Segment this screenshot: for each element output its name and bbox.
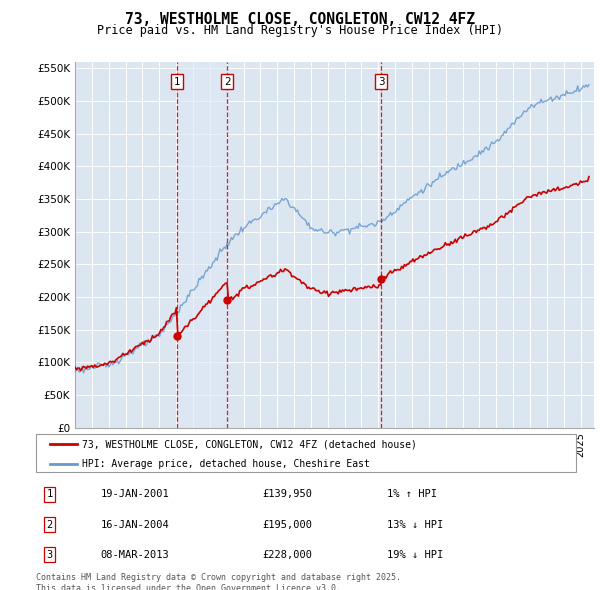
Text: 3: 3: [378, 77, 385, 87]
Text: 1: 1: [173, 77, 180, 87]
Text: 2: 2: [224, 77, 230, 87]
Text: 19% ↓ HPI: 19% ↓ HPI: [387, 550, 443, 560]
Text: 08-MAR-2013: 08-MAR-2013: [101, 550, 170, 560]
Text: 2: 2: [46, 520, 53, 530]
Text: £195,000: £195,000: [263, 520, 313, 530]
Text: 3: 3: [46, 550, 53, 560]
Text: Price paid vs. HM Land Registry's House Price Index (HPI): Price paid vs. HM Land Registry's House …: [97, 24, 503, 37]
Text: £228,000: £228,000: [263, 550, 313, 560]
Bar: [177, 62, 227, 428]
Text: 1: 1: [46, 489, 53, 499]
Text: 73, WESTHOLME CLOSE, CONGLETON, CW12 4FZ (detached house): 73, WESTHOLME CLOSE, CONGLETON, CW12 4FZ…: [82, 440, 417, 450]
Text: 1% ↑ HPI: 1% ↑ HPI: [387, 489, 437, 499]
Text: 19-JAN-2001: 19-JAN-2001: [101, 489, 170, 499]
Text: 16-JAN-2004: 16-JAN-2004: [101, 520, 170, 530]
Text: 73, WESTHOLME CLOSE, CONGLETON, CW12 4FZ: 73, WESTHOLME CLOSE, CONGLETON, CW12 4FZ: [125, 12, 475, 27]
Text: 13% ↓ HPI: 13% ↓ HPI: [387, 520, 443, 530]
Text: HPI: Average price, detached house, Cheshire East: HPI: Average price, detached house, Ches…: [82, 458, 370, 468]
Text: £139,950: £139,950: [263, 489, 313, 499]
Text: Contains HM Land Registry data © Crown copyright and database right 2025.
This d: Contains HM Land Registry data © Crown c…: [36, 573, 401, 590]
